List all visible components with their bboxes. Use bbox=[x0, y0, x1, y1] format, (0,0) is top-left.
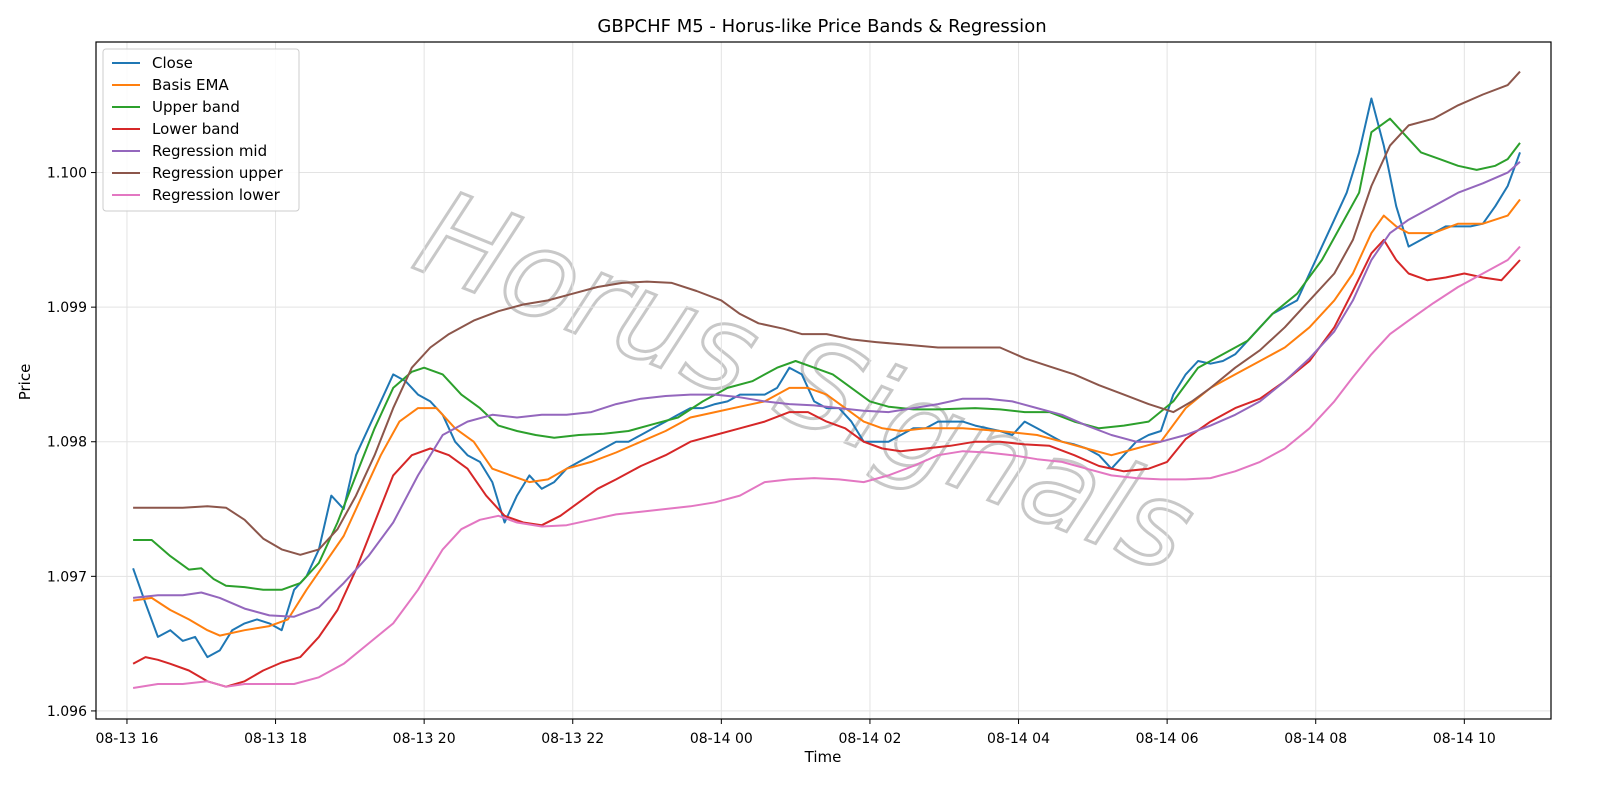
series-line bbox=[132, 161, 1521, 618]
legend-entry: Basis EMA bbox=[152, 76, 229, 94]
legend-entry: Regression mid bbox=[152, 142, 267, 160]
x-axis: 08-13 16 08-13 18 08-13 20 08-13 22 08-14 00… bbox=[95, 719, 1496, 747]
series-line bbox=[133, 70, 1521, 556]
x-tick-label: 08-14 10 bbox=[1433, 731, 1496, 747]
x-axis-label: Time bbox=[804, 748, 842, 766]
y-tick-label: 1.099 bbox=[47, 300, 87, 316]
legend-box bbox=[102, 48, 300, 212]
x-tick-label: 08-13 18 bbox=[244, 731, 307, 747]
series-line bbox=[132, 198, 1521, 637]
legend-entry: Upper band bbox=[152, 98, 240, 116]
legend-entry: Lower band bbox=[152, 120, 239, 138]
y-tick-label: 1.100 bbox=[47, 166, 87, 182]
x-tick-label: 08-14 04 bbox=[987, 731, 1050, 747]
x-tick-label: 08-13 22 bbox=[541, 731, 604, 747]
y-tick-label: 1.096 bbox=[47, 704, 87, 720]
x-tick-label: 08-14 00 bbox=[690, 731, 753, 747]
chart-title: GBPCHF M5 - Horus-like Price Bands & Reg… bbox=[597, 16, 1046, 37]
x-tick-label: 08-14 08 bbox=[1284, 731, 1347, 747]
series-line bbox=[132, 97, 1521, 659]
x-tick-label: 08-13 20 bbox=[393, 731, 456, 747]
legend: Close Basis EMA Upper band Lower band Regres… bbox=[102, 48, 300, 212]
grid bbox=[96, 42, 1551, 719]
y-tick-label: 1.097 bbox=[47, 569, 87, 585]
legend-entry: Regression lower bbox=[152, 186, 281, 204]
legend-entry: Regression upper bbox=[152, 164, 284, 182]
y-axis-label: Price bbox=[16, 364, 34, 401]
series-layer bbox=[132, 70, 1521, 689]
x-tick-label: 08-14 06 bbox=[1136, 731, 1199, 747]
series-line bbox=[133, 117, 1521, 591]
y-tick-label: 1.098 bbox=[47, 435, 87, 451]
x-tick-label: 08-13 16 bbox=[95, 731, 158, 747]
x-tick-label: 08-14 02 bbox=[838, 731, 901, 747]
y-axis: 1.096 1.097 1.098 1.099 1.100 bbox=[47, 166, 96, 720]
plot-frame bbox=[95, 41, 1552, 720]
series-line bbox=[132, 245, 1521, 689]
legend-entry: Close bbox=[152, 54, 193, 72]
